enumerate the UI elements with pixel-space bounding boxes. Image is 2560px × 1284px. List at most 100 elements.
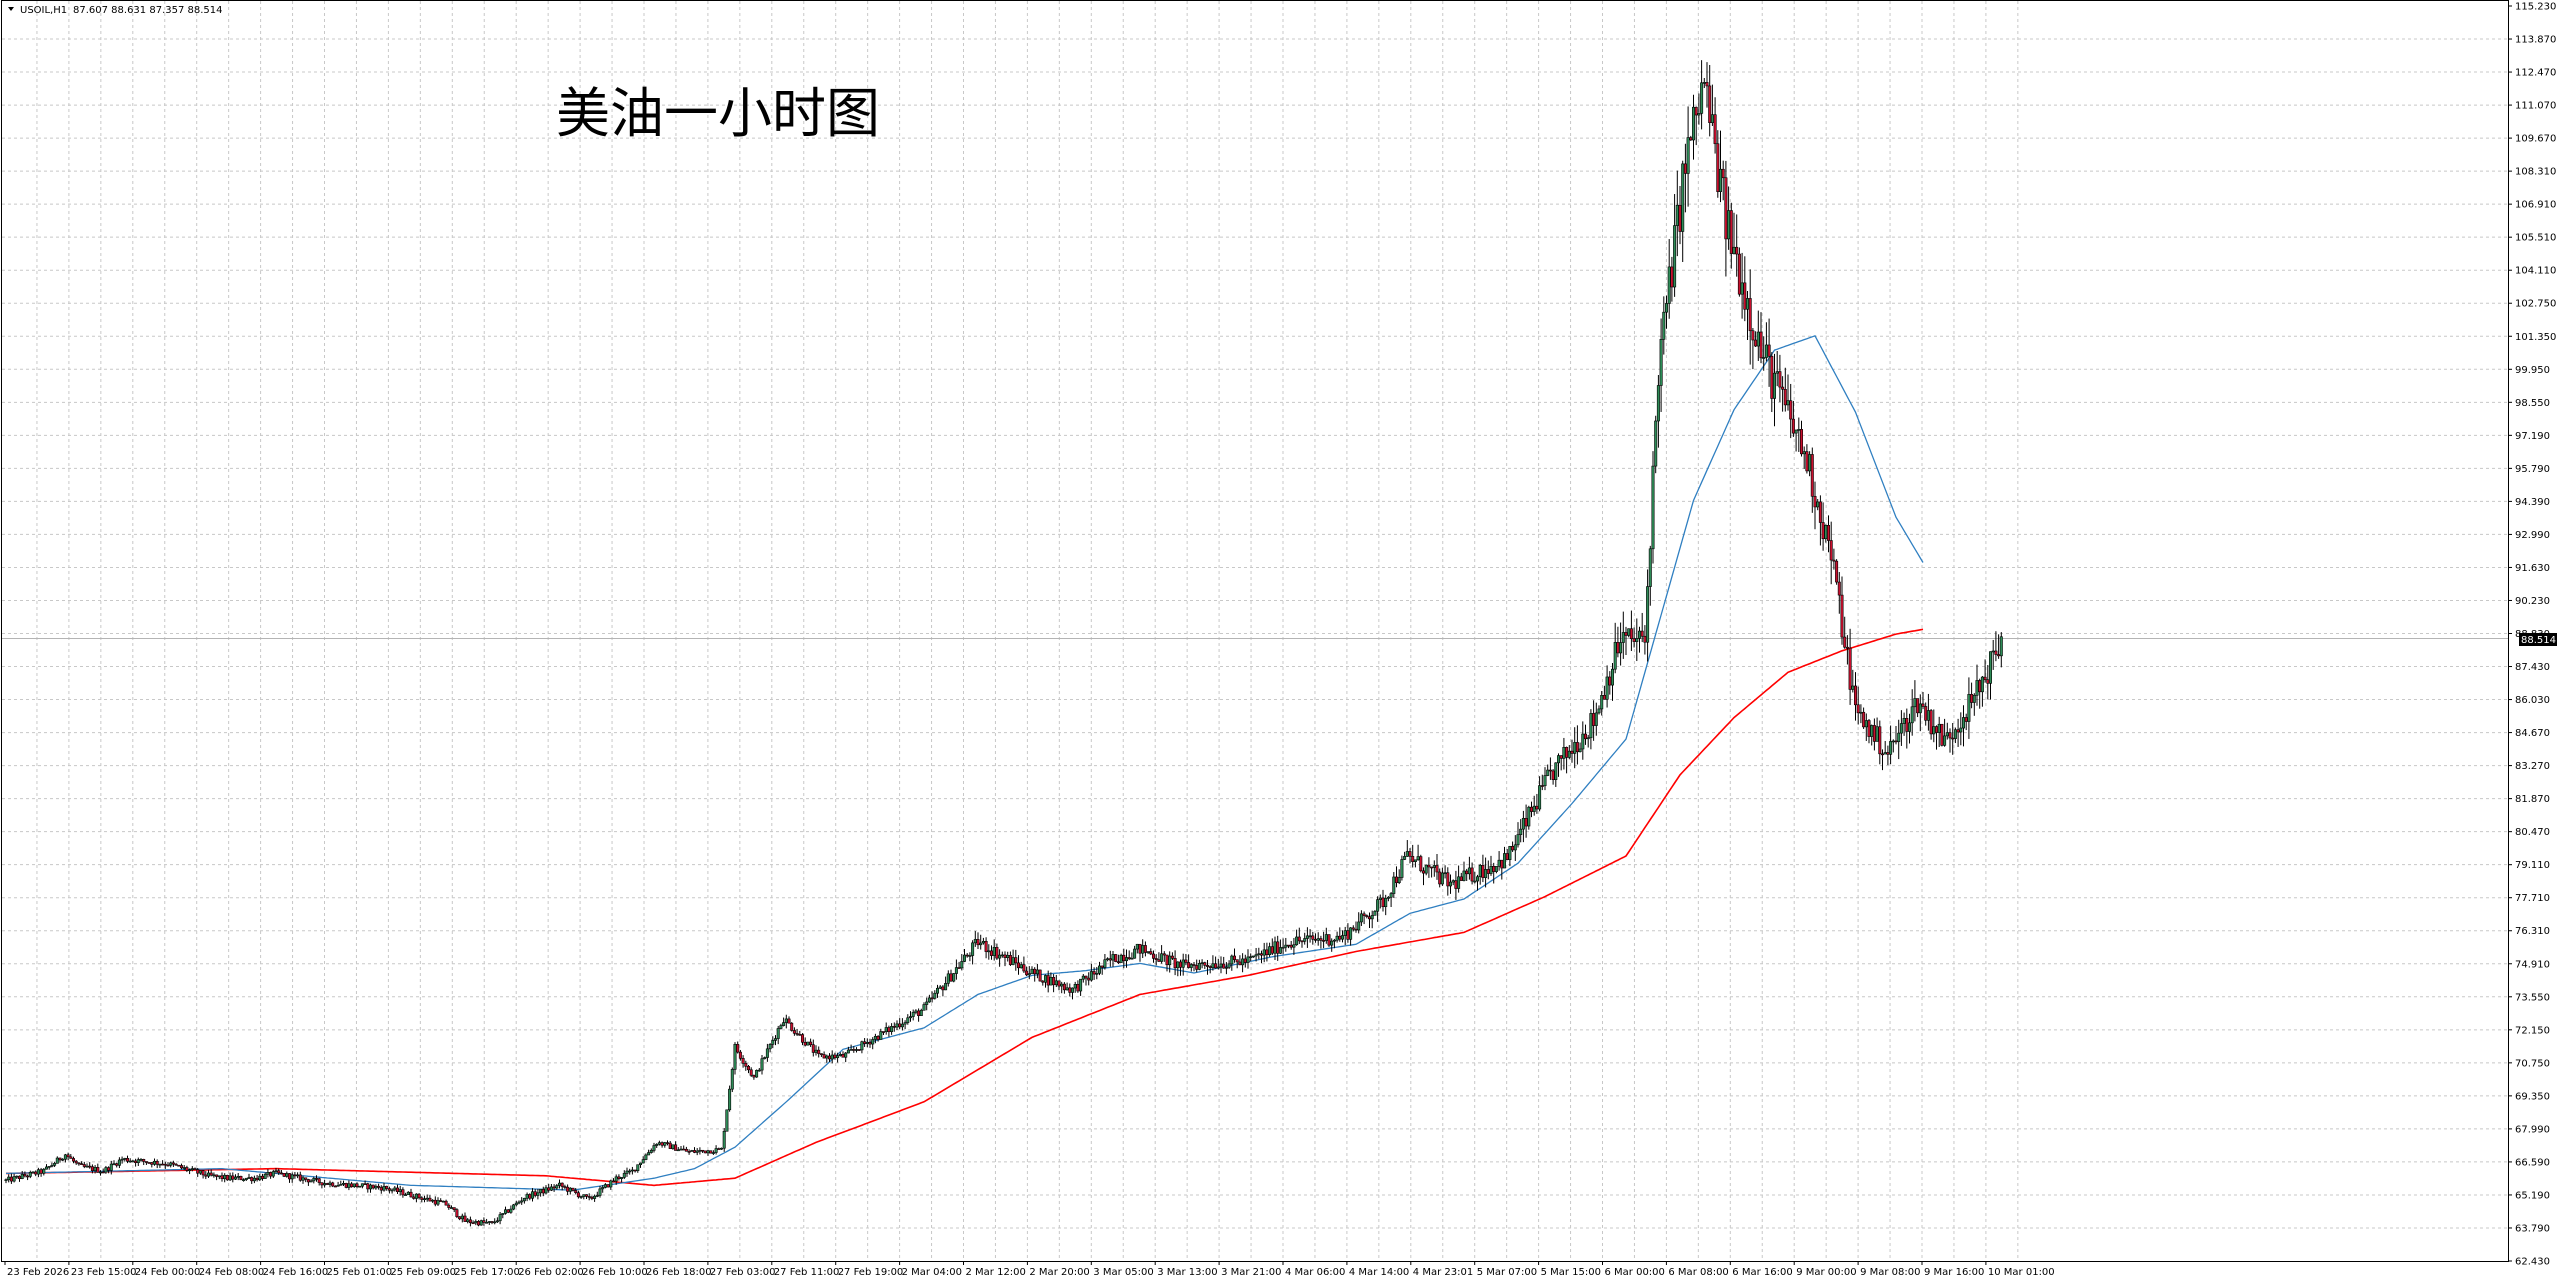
candle: [252, 1175, 256, 1184]
candle: [1195, 959, 1199, 973]
candle: [611, 1178, 615, 1183]
dropdown-arrow-icon[interactable]: [8, 7, 14, 11]
candle: [1268, 942, 1272, 957]
candle: [1060, 981, 1064, 994]
candle: [47, 1165, 51, 1170]
candle: [1816, 498, 1820, 511]
candle: [1932, 709, 1936, 743]
candle: [1200, 959, 1204, 969]
candle: [1138, 943, 1142, 962]
candle: [1737, 247, 1741, 297]
candle: [1721, 160, 1725, 201]
candle: [1589, 709, 1593, 750]
candle: [371, 1184, 375, 1190]
x-tick-label: 5 Mar 15:00: [1541, 1267, 1601, 1278]
candle: [234, 1174, 238, 1181]
candle: [1832, 548, 1836, 570]
candle: [771, 1036, 775, 1049]
candle: [74, 1160, 78, 1165]
candle: [255, 1174, 259, 1182]
x-tick-label: 4 Mar 06:00: [1285, 1267, 1345, 1278]
candle: [638, 1162, 642, 1168]
candle: [1327, 934, 1331, 947]
candle: [1945, 722, 1949, 740]
y-tick-label: 109.670: [2515, 134, 2556, 145]
candle: [628, 1168, 632, 1175]
candle: [58, 1157, 62, 1163]
candle: [1767, 318, 1771, 387]
y-tick-label: 80.470: [2515, 827, 2550, 838]
candle: [425, 1194, 429, 1202]
candle: [274, 1168, 278, 1174]
candle: [474, 1219, 478, 1226]
candle: [447, 1203, 451, 1210]
candle: [1041, 980, 1045, 986]
candle: [911, 1009, 915, 1021]
candle: [1910, 689, 1914, 736]
candle: [914, 1009, 918, 1015]
candle: [1022, 956, 1026, 973]
y-tick-label: 101.350: [2515, 332, 2556, 343]
candle: [938, 985, 942, 990]
candle: [1586, 734, 1590, 748]
price-axis[interactable]: 115.230 113.870 112.470 111.070 109.670 108.3…: [2508, 2, 2556, 1268]
candle: [568, 1187, 572, 1195]
candle: [363, 1180, 367, 1186]
candle: [1357, 912, 1361, 934]
candle: [387, 1186, 391, 1194]
y-tick-label: 72.150: [2515, 1025, 2550, 1036]
candle: [1800, 420, 1804, 457]
candle: [1508, 845, 1512, 867]
candle: [215, 1174, 219, 1181]
candle: [1322, 931, 1326, 949]
candle: [1443, 865, 1447, 879]
candle: [860, 1040, 864, 1054]
candle: [830, 1050, 834, 1064]
candle: [617, 1174, 621, 1181]
candle: [196, 1168, 200, 1177]
candle: [1659, 318, 1663, 412]
candle: [1400, 855, 1404, 881]
candle: [887, 1025, 891, 1037]
candle: [15, 1175, 19, 1179]
candle: [223, 1173, 227, 1183]
candle: [209, 1169, 213, 1177]
candle: [782, 1017, 786, 1027]
candle: [1332, 938, 1336, 949]
candle: [1149, 948, 1153, 956]
candle: [1810, 447, 1814, 513]
candle: [1071, 987, 1075, 1000]
candle: [1362, 911, 1366, 925]
candle: [1424, 864, 1428, 876]
candle: [382, 1182, 386, 1192]
candle: [69, 1154, 73, 1159]
candle: [1551, 769, 1555, 785]
candle: [85, 1163, 89, 1168]
y-tick-label: 62.430: [2515, 1257, 2550, 1268]
candle: [922, 1002, 926, 1011]
candle: [552, 1184, 556, 1192]
x-tick-label: 2 Mar 20:00: [1029, 1267, 1089, 1278]
candle: [1330, 938, 1334, 952]
candle: [1216, 958, 1220, 970]
candle: [1845, 635, 1849, 665]
candle: [341, 1180, 345, 1187]
candle: [1983, 659, 1987, 683]
candle: [1351, 925, 1355, 932]
candle: [279, 1170, 283, 1175]
candle: [962, 949, 966, 963]
candle: [706, 1149, 710, 1156]
candle: [714, 1145, 718, 1155]
candle: [390, 1188, 394, 1194]
y-tick-label: 104.110: [2515, 266, 2556, 277]
candle: [352, 1183, 356, 1188]
candle: [1638, 626, 1642, 653]
candle: [325, 1182, 329, 1185]
candle: [1438, 868, 1442, 888]
candle: [368, 1183, 372, 1193]
x-tick-label: 26 Feb 02:00: [518, 1267, 584, 1278]
candle: [1530, 801, 1534, 818]
candle: [1748, 269, 1752, 365]
